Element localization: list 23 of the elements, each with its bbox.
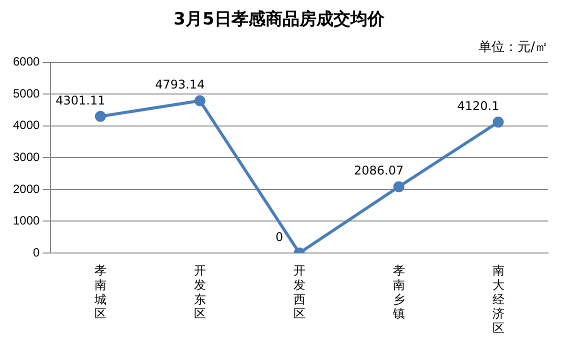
data-label: 4793.14 (155, 78, 205, 92)
y-tick-label: 1000 (12, 214, 40, 228)
point (492, 116, 504, 128)
data-label: 0 (276, 230, 284, 244)
data-label: 4301.11 (56, 93, 106, 108)
y-tick-label: 2000 (12, 182, 40, 196)
point (94, 110, 106, 122)
point (194, 95, 206, 106)
x-tick-label: 孝南乡镇 (392, 264, 405, 321)
y-tick-label: 0 (33, 245, 40, 260)
text: 单位：元/㎡ (478, 39, 548, 56)
x-tick-label: 孝南城区 (93, 264, 106, 321)
data-label: 2086.07 (354, 164, 404, 178)
data-label: 4120.1 (457, 99, 500, 114)
y-tick-label: 3000 (12, 150, 40, 164)
point (393, 181, 404, 192)
y-tick-label: 4000 (12, 118, 40, 132)
x-tick-label: 开发东区 (194, 264, 206, 321)
x-tick-label: 开发西区 (293, 264, 306, 321)
chart-title: 3月5日孝感商品房成交均价 (174, 10, 386, 30)
x-tick-label: 南大经济区 (492, 264, 504, 336)
y-tick-label: 5000 (12, 86, 40, 100)
y-tick-label: 6000 (12, 54, 40, 69)
